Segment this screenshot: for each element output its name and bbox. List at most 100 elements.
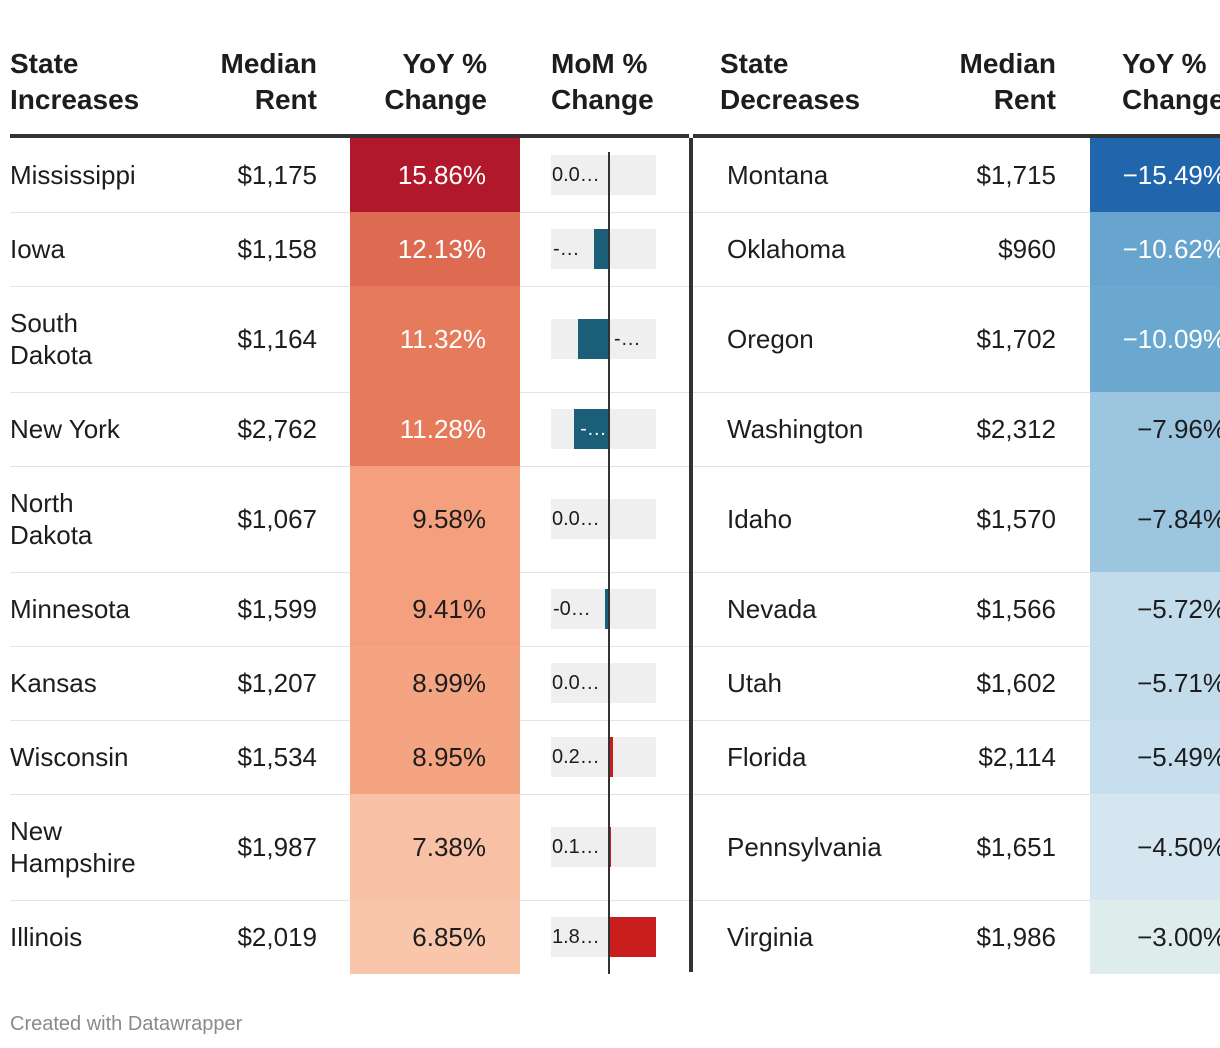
mom-bar-background bbox=[551, 499, 656, 539]
header-state-decreases: State Decreases bbox=[720, 48, 861, 115]
state-decrease-name: Oklahoma bbox=[727, 234, 846, 264]
mom-label: -… bbox=[553, 238, 580, 260]
mom-label: 0.2… bbox=[552, 746, 600, 768]
mom-bar-background bbox=[551, 663, 656, 703]
mom-bar bbox=[608, 917, 656, 957]
state-increase-name: South Dakota bbox=[10, 308, 93, 370]
mom-bar bbox=[594, 229, 608, 269]
mom-label: 0.0… bbox=[552, 508, 600, 530]
state-decrease-name: Oregon bbox=[727, 324, 814, 354]
state-decrease-name: Pennsylvania bbox=[727, 832, 882, 862]
row-divider-right bbox=[693, 572, 1220, 573]
yoy-decrease-cell: −3.00% bbox=[1090, 900, 1220, 974]
median-rent-right: $1,570 bbox=[976, 504, 1056, 534]
row-divider-right bbox=[693, 794, 1220, 795]
median-rent-right: $1,702 bbox=[976, 324, 1056, 354]
mom-bar-background bbox=[551, 737, 656, 777]
mom-bar bbox=[605, 589, 608, 629]
header-median-rent-right: Median Rent bbox=[959, 48, 1056, 115]
median-rent-right: $1,986 bbox=[976, 922, 1056, 952]
mom-bar-background bbox=[551, 827, 656, 867]
yoy-decrease-cell: −10.09% bbox=[1090, 286, 1220, 392]
state-increase-name: Wisconsin bbox=[10, 742, 129, 772]
header-rule-right bbox=[693, 134, 1220, 138]
row-divider-left bbox=[10, 572, 689, 573]
header-yoy-left: YoY % Change bbox=[384, 48, 487, 115]
median-rent-left: $1,207 bbox=[237, 668, 317, 698]
mom-label: 0.1… bbox=[552, 836, 600, 858]
row-divider-right bbox=[693, 646, 1220, 647]
yoy-decrease-cell: −7.96% bbox=[1090, 392, 1220, 466]
mom-zero-line bbox=[608, 286, 610, 392]
yoy-decrease-cell: −4.50% bbox=[1090, 794, 1220, 900]
mom-zero-line bbox=[608, 900, 610, 974]
yoy-increase-cell: 6.85% bbox=[350, 900, 520, 974]
table-divider bbox=[689, 138, 693, 972]
row-divider-right bbox=[693, 212, 1220, 213]
row-divider-left bbox=[10, 720, 689, 721]
state-increase-name: Mississippi bbox=[10, 160, 136, 190]
state-increase-name: New York bbox=[10, 414, 120, 444]
header-median-rent-left: Median Rent bbox=[220, 48, 317, 115]
mom-label: -… bbox=[614, 328, 641, 350]
mom-label: -2… bbox=[580, 418, 606, 440]
state-decrease-name: Florida bbox=[727, 742, 807, 772]
median-rent-left: $1,158 bbox=[237, 234, 317, 264]
state-decrease-name: Nevada bbox=[727, 594, 817, 624]
median-rent-right: $1,651 bbox=[976, 832, 1056, 862]
header-state-increases: State Increases bbox=[10, 48, 140, 115]
state-decrease-name: Utah bbox=[727, 668, 782, 698]
mom-bar bbox=[578, 319, 608, 359]
median-rent-left: $1,164 bbox=[237, 324, 317, 354]
yoy-increase-cell: 15.86% bbox=[350, 138, 520, 212]
state-increase-name: Kansas bbox=[10, 668, 97, 698]
yoy-decrease-cell: −5.72% bbox=[1090, 572, 1220, 646]
yoy-increase-cell: 11.32% bbox=[350, 286, 520, 392]
row-divider-left bbox=[10, 286, 689, 287]
state-decrease-name: Virginia bbox=[727, 922, 814, 952]
median-rent-right: $1,715 bbox=[976, 160, 1056, 190]
mom-zero-line bbox=[608, 212, 610, 286]
row-divider-right bbox=[693, 900, 1220, 901]
state-decrease-name: Idaho bbox=[727, 504, 793, 534]
yoy-decrease-cell: −5.71% bbox=[1090, 646, 1220, 720]
yoy-increase-cell: 7.38% bbox=[350, 794, 520, 900]
state-increase-name: Iowa bbox=[10, 234, 65, 264]
header-yoy-right: YoY % Change bbox=[1122, 48, 1220, 115]
row-divider-left bbox=[10, 900, 689, 901]
yoy-increase-cell: 12.13% bbox=[350, 212, 520, 286]
median-rent-left: $1,599 bbox=[237, 594, 317, 624]
state-decrease-name: Montana bbox=[727, 160, 829, 190]
yoy-increase-cell: 11.28% bbox=[350, 392, 520, 466]
median-rent-left: $1,534 bbox=[237, 742, 317, 772]
row-divider-right bbox=[693, 286, 1220, 287]
mom-zero-line bbox=[608, 152, 610, 212]
rent-change-table: State Increases Median Rent YoY % Change… bbox=[10, 0, 1220, 975]
mom-bar-background bbox=[551, 589, 656, 629]
mom-zero-line bbox=[608, 646, 610, 720]
mom-bar bbox=[574, 409, 608, 449]
mom-zero-line bbox=[608, 392, 610, 466]
yoy-decrease-cell: −10.62% bbox=[1090, 212, 1220, 286]
median-rent-right: $960 bbox=[998, 234, 1056, 264]
yoy-increase-cell: 8.95% bbox=[350, 720, 520, 794]
median-rent-right: $1,602 bbox=[976, 668, 1056, 698]
mom-label: 0.0… bbox=[552, 164, 600, 186]
median-rent-left: $1,987 bbox=[237, 832, 317, 862]
mom-zero-line bbox=[608, 720, 610, 794]
state-decrease-name: Washington bbox=[727, 414, 864, 444]
mom-zero-line bbox=[608, 572, 610, 646]
yoy-increase-cell: 8.99% bbox=[350, 646, 520, 720]
mom-label: -0… bbox=[553, 598, 591, 620]
median-rent-right: $2,312 bbox=[976, 414, 1056, 444]
median-rent-left: $2,762 bbox=[237, 414, 317, 444]
yoy-decrease-cell: −5.49% bbox=[1090, 720, 1220, 794]
row-divider-left bbox=[10, 392, 689, 393]
yoy-increase-cell: 9.58% bbox=[350, 466, 520, 572]
yoy-decrease-cell: −7.84% bbox=[1090, 466, 1220, 572]
median-rent-left: $1,175 bbox=[237, 160, 317, 190]
row-divider-right bbox=[693, 392, 1220, 393]
row-divider-right bbox=[693, 720, 1220, 721]
state-increase-name: New Hampshire bbox=[10, 816, 136, 878]
mom-bar-background bbox=[551, 155, 656, 195]
